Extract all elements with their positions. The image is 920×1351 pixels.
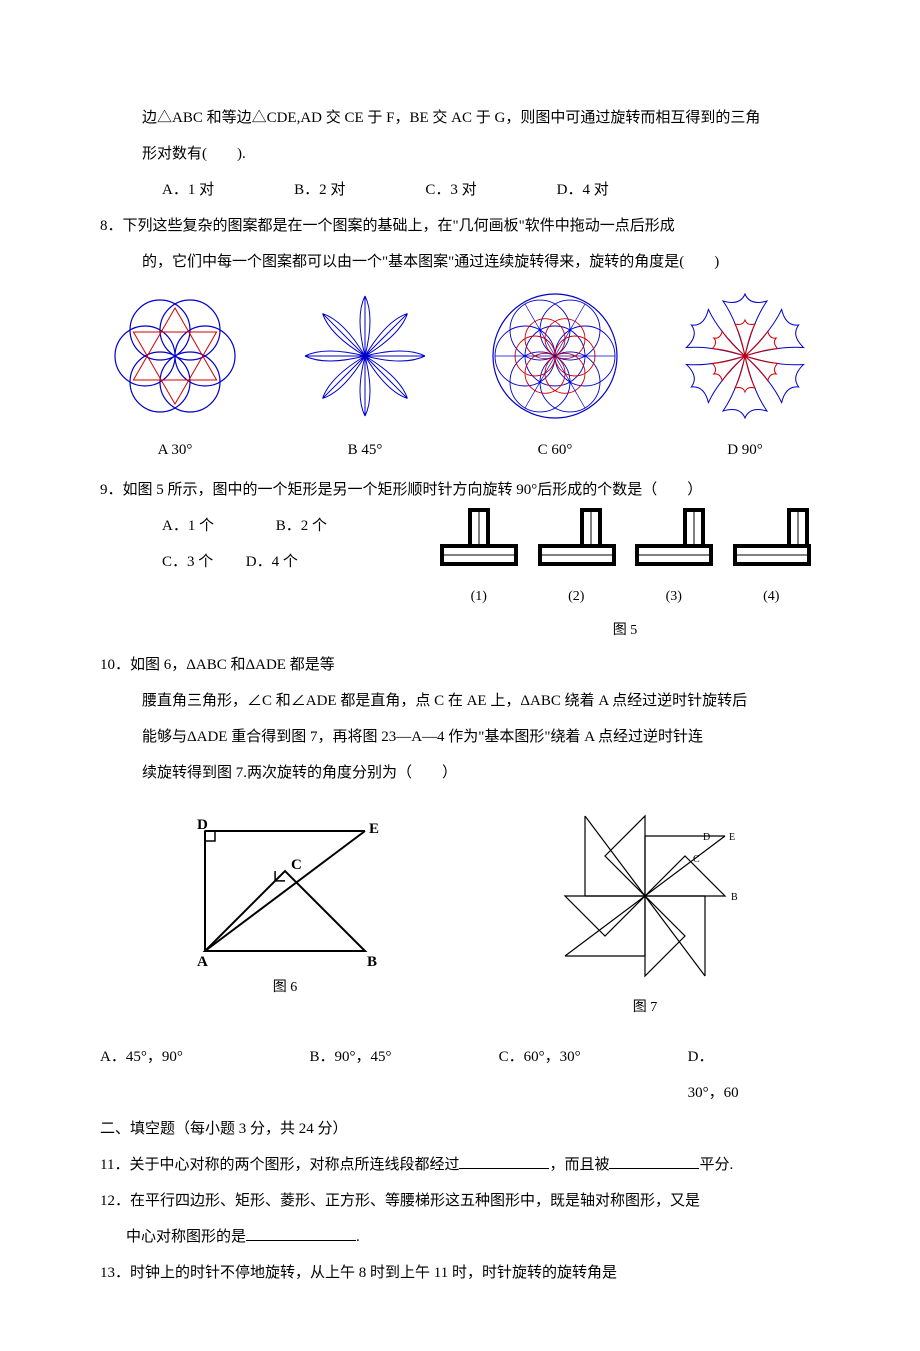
q10-options: A．45°，90° B．90°，45° C．60°，30° D．30°，60 <box>100 1039 820 1111</box>
svg-text:B: B <box>367 954 377 970</box>
svg-text:E: E <box>729 832 735 843</box>
q10-fig7: D E C B 图 7 <box>545 801 745 1025</box>
q9-fig-1: (1) <box>436 508 521 614</box>
q7-options: A．1 对 B．2 对 C．3 对 D．4 对 <box>100 172 820 208</box>
q11-post: 平分. <box>699 1157 733 1173</box>
q9-stem: 9．如图 5 所示，图中的一个矩形是另一个矩形顺时针方向旋转 90°后形成的个数… <box>100 472 820 508</box>
q11: 11．关于中心对称的两个图形，对称点所连线段都经过 ，而且被 平分. <box>100 1147 820 1183</box>
q9-caption: 图 5 <box>430 614 820 648</box>
q9-opt-b: B．2 个 <box>276 518 327 534</box>
q10-opt-d: D．30°，60 <box>688 1039 740 1111</box>
section2-header: 二、填空题（每小题 3 分，共 24 分） <box>100 1111 820 1147</box>
rotation-pattern-d <box>670 286 820 426</box>
q7-opt-a: A．1 对 <box>162 172 214 208</box>
rotation-pattern-a <box>100 286 250 426</box>
q8-figures: A 30° B 45° <box>100 286 820 468</box>
rotation-pattern-b <box>290 286 440 426</box>
q11-blank2[interactable] <box>609 1154 699 1169</box>
q10-stem-line4: 续旋转得到图 7.两次旋转的角度分别为（ ） <box>100 755 820 791</box>
q9-figures: (1) (2) (3) <box>430 508 820 614</box>
q8-stem-line1: 8．下列这些复杂的图案都是在一个图案的基础上，在"几何画板"软件中拖动一点后形成 <box>100 208 820 244</box>
q13: 13．时钟上的时针不停地旋转，从上午 8 时到上午 11 时，时针旋转的旋转角是 <box>100 1255 820 1291</box>
rotation-pattern-c <box>480 286 630 426</box>
q8-label-c: C 60° <box>480 432 630 468</box>
q10-fig6: D E C A B 图 6 <box>175 801 395 1025</box>
svg-text:E: E <box>369 821 379 837</box>
q7-opt-c: C．3 对 <box>425 172 476 208</box>
svg-text:A: A <box>197 954 208 970</box>
q8-fig-a: A 30° <box>100 286 250 468</box>
q12-line2-pre: 中心对称图形的是 <box>126 1229 246 1245</box>
q8-label-b: B 45° <box>290 432 440 468</box>
q12-line2: 中心对称图形的是. <box>100 1219 820 1255</box>
q9-opt-d: D．4 个 <box>246 554 298 570</box>
q7-line2: 形对数有( ). <box>100 136 820 172</box>
svg-text:D: D <box>197 817 208 833</box>
q11-blank1[interactable] <box>459 1154 549 1169</box>
q9-fig-1-label: (1) <box>436 580 521 614</box>
svg-text:B: B <box>731 892 738 903</box>
q10-figures: D E C A B 图 6 D E C B 图 7 <box>100 801 820 1025</box>
q12-line1: 12．在平行四边形、矩形、菱形、正方形、等腰梯形这五种图形中，既是轴对称图形，又… <box>100 1183 820 1219</box>
q12-line2-post: . <box>356 1229 360 1245</box>
q7-opt-b: B．2 对 <box>294 172 345 208</box>
q10-opt-c: C．60°，30° <box>499 1039 608 1111</box>
q8-fig-b: B 45° <box>290 286 440 468</box>
q10-fig7-caption: 图 7 <box>545 991 745 1025</box>
svg-text:C: C <box>693 854 700 865</box>
q11-mid: ，而且被 <box>549 1157 609 1173</box>
q9-opt-a: A．1 个 <box>162 508 272 544</box>
q9-fig-2: (2) <box>534 508 619 614</box>
q10-stem-line1: 10．如图 6，ΔABC 和ΔADE 都是等 <box>100 647 820 683</box>
q9-fig-2-label: (2) <box>534 580 619 614</box>
q10-opt-b: B．90°，45° <box>310 1039 419 1111</box>
q11-pre: 11．关于中心对称的两个图形，对称点所连线段都经过 <box>100 1157 459 1173</box>
q8-label-a: A 30° <box>100 432 250 468</box>
q9-fig-3-label: (3) <box>631 580 716 614</box>
q12-blank[interactable] <box>246 1226 356 1241</box>
q8-fig-d: D 90° <box>670 286 820 468</box>
q9-opts-row2: C．3 个 D．4 个 <box>100 544 430 580</box>
q9-opts-row1: A．1 个 B．2 个 <box>100 508 430 544</box>
q8-label-d: D 90° <box>670 432 820 468</box>
q10-stem-line2: 腰直角三角形，∠C 和∠ADE 都是直角，点 C 在 AE 上，ΔABC 绕着 … <box>100 683 820 719</box>
svg-text:C: C <box>291 857 302 873</box>
q10-stem-line3: 能够与ΔADE 重合得到图 7，再将图 23—A—4 作为"基本图形"绕着 A … <box>100 719 820 755</box>
q8-stem-line2: 的，它们中每一个图案都可以由一个"基本图案"通过连续旋转得来，旋转的角度是( ) <box>100 244 820 280</box>
svg-text:D: D <box>703 832 710 843</box>
q7-line1: 边△ABC 和等边△CDE,AD 交 CE 于 F，BE 交 AC 于 G，则图… <box>100 100 820 136</box>
q10-opt-a: A．45°，90° <box>100 1039 230 1111</box>
q9-fig-4: (4) <box>729 508 814 614</box>
q9-fig-3: (3) <box>631 508 716 614</box>
q8-fig-c: C 60° <box>480 286 630 468</box>
q10-fig6-caption: 图 6 <box>175 971 395 1005</box>
q7-opt-d: D．4 对 <box>557 172 609 208</box>
q9-fig-4-label: (4) <box>729 580 814 614</box>
q9-opt-c: C．3 个 <box>162 544 242 580</box>
